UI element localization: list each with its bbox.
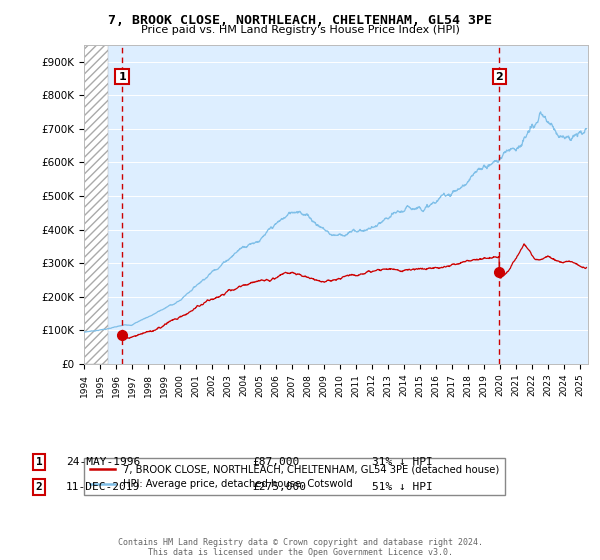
Legend: 7, BROOK CLOSE, NORTHLEACH, CHELTENHAM, GL54 3PE (detached house), HPI: Average : 7, BROOK CLOSE, NORTHLEACH, CHELTENHAM, … [84, 459, 505, 496]
Text: £87,000: £87,000 [252, 457, 299, 467]
Text: £275,000: £275,000 [252, 482, 306, 492]
Text: 11-DEC-2019: 11-DEC-2019 [66, 482, 140, 492]
Text: 51% ↓ HPI: 51% ↓ HPI [372, 482, 433, 492]
Text: 31% ↓ HPI: 31% ↓ HPI [372, 457, 433, 467]
Text: Contains HM Land Registry data © Crown copyright and database right 2024.
This d: Contains HM Land Registry data © Crown c… [118, 538, 482, 557]
Text: 1: 1 [35, 457, 43, 467]
Text: 7, BROOK CLOSE, NORTHLEACH, CHELTENHAM, GL54 3PE: 7, BROOK CLOSE, NORTHLEACH, CHELTENHAM, … [108, 14, 492, 27]
Text: 1: 1 [118, 72, 126, 82]
Bar [84, 45, 108, 364]
Text: 24-MAY-1996: 24-MAY-1996 [66, 457, 140, 467]
Text: 2: 2 [496, 72, 503, 82]
Text: Price paid vs. HM Land Registry's House Price Index (HPI): Price paid vs. HM Land Registry's House … [140, 25, 460, 35]
Text: 2: 2 [35, 482, 43, 492]
